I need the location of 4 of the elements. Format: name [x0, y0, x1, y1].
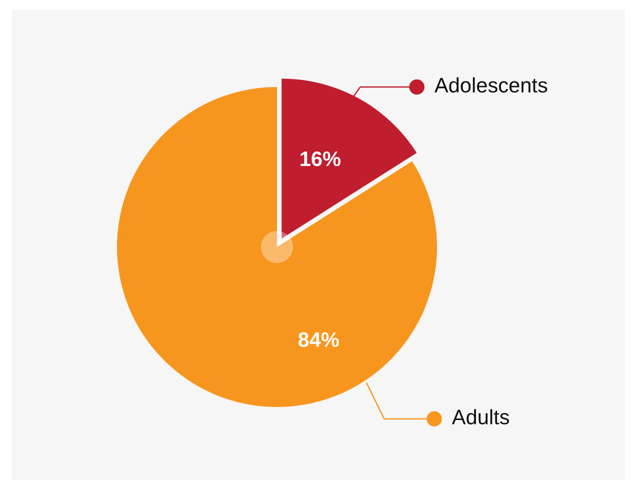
legend-label: Adults — [452, 409, 510, 424]
data-label: 84% — [298, 332, 339, 347]
legend-label: Adolescents — [434, 77, 548, 93]
data-label: 16% — [300, 151, 340, 166]
